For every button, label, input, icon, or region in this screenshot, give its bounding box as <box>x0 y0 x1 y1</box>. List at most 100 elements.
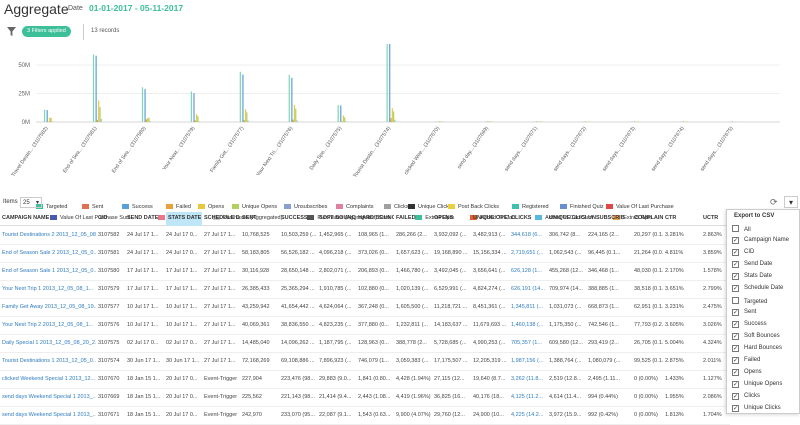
legend-item[interactable]: Registered <box>512 204 549 210</box>
table-cell[interactable]: Tourist Destinations 2 2013_12_05_08... <box>2 232 96 238</box>
table-cell[interactable]: 705,357 (1... <box>511 340 542 346</box>
table-cell[interactable]: End of Season Sale 1 2013_12_05_0... <box>2 268 96 274</box>
column-header[interactable]: COMPLAINTS <box>634 215 663 221</box>
export-csv-option[interactable]: ✓ Success <box>732 321 767 328</box>
legend-item[interactable]: Clicks <box>384 204 409 210</box>
table-cell[interactable]: Family Get Away 2013_12_05_08_19... <box>2 304 96 310</box>
legend-item[interactable]: Unsubscribes <box>284 204 327 210</box>
export-csv-option[interactable]: ✓ Unique Opens <box>732 381 782 388</box>
column-header[interactable]: UNIQUE CLICK <box>549 215 586 221</box>
table-row[interactable]: Your Next Trip 1 2013_12_05_08_1... 31075… <box>0 281 730 299</box>
table-cell[interactable]: 626,128 (1... <box>511 268 542 274</box>
export-csv-option[interactable]: ✓ Soft Bounces <box>732 333 780 340</box>
page-size-select[interactable]: 25 ▾ <box>20 197 42 208</box>
legend-item[interactable]: Added To Cart <box>470 215 515 221</box>
table-row[interactable]: send days Weekend Special 1 2013_... 3107… <box>0 389 730 407</box>
legend-item[interactable]: Failed <box>166 204 191 210</box>
checkbox[interactable]: ✓ <box>732 393 739 400</box>
column-header[interactable]: UNSUBSCRIB <box>588 215 625 221</box>
table-cell[interactable]: End of Season Sale 2 2013_12_05_0... <box>2 250 96 256</box>
export-csv-option[interactable]: ✓ CID <box>732 249 754 256</box>
legend-item[interactable]: Finished Quiz <box>560 204 604 210</box>
table-row[interactable]: Your Next Trip 2 2013_12_05_08_1... 31075… <box>0 317 730 335</box>
export-csv-option[interactable]: ✓ Sent <box>732 309 756 316</box>
legend-item[interactable]: Sent <box>82 204 103 210</box>
table-cell[interactable]: 4,125 (11.2... <box>511 394 544 400</box>
export-csv-option[interactable]: ✓ Stats Date <box>732 273 772 280</box>
legend-item[interactable]: Complaints <box>336 204 374 210</box>
table-cell[interactable]: Tourist Destinations 1 2013_12_05_0... <box>2 358 96 364</box>
export-csv-option[interactable]: ✓ Hard Bounces <box>732 345 782 352</box>
export-csv-option[interactable]: ✓ Clicks <box>732 393 760 400</box>
export-csv-option[interactable]: ✓ Opens <box>732 369 762 376</box>
legend-item[interactable]: Extra5 Rpm <box>613 215 652 221</box>
column-header[interactable]: SEND DATE <box>127 215 159 221</box>
legend-item[interactable]: Targeted <box>36 204 67 210</box>
table-cell[interactable]: 4,225 (14.2... <box>511 412 544 418</box>
table-cell[interactable]: 3,262 (11.8... <box>511 376 544 382</box>
legend-item[interactable]: Success <box>122 204 153 210</box>
columns-menu-button[interactable]: ▾ <box>784 196 798 208</box>
checkbox[interactable]: ✓ <box>732 237 739 244</box>
table-cell[interactable]: 1,345,811 (... <box>511 304 544 310</box>
checkbox[interactable]: ✓ <box>732 285 739 292</box>
export-csv-option[interactable]: ✓ Schedule Date <box>732 285 783 292</box>
legend-item[interactable]: Extra4 Rpm <box>415 215 454 221</box>
table-cell[interactable]: 626,191 (14... <box>511 286 545 292</box>
table-cell[interactable]: send days Weekend Special 1 2013_... <box>2 394 96 400</box>
legend-item[interactable]: Purchases (Aggregated) <box>212 215 282 221</box>
export-csv-option[interactable]: All <box>732 225 751 233</box>
legend-item[interactable]: Unique Clicks <box>408 204 452 210</box>
checkbox[interactable] <box>732 225 739 232</box>
legend-item[interactable]: Value Of Last Purchase Sum <box>50 215 131 221</box>
checkbox[interactable]: ✓ <box>732 333 739 340</box>
legend-item[interactable]: Value Of Last Purchase <box>606 204 674 210</box>
column-header[interactable]: CAMPAIGN NAME <box>2 215 50 221</box>
table-row[interactable]: Family Get Away 2013_12_05_08_19... 31075… <box>0 299 730 317</box>
checkbox[interactable]: ✓ <box>732 321 739 328</box>
checkbox[interactable]: ✓ <box>732 249 739 256</box>
checkbox[interactable] <box>732 297 739 304</box>
checkbox[interactable]: ✓ <box>732 261 739 268</box>
table-row[interactable]: Tourist Destinations 1 2013_12_05_0... 31… <box>0 353 730 371</box>
legend-item[interactable]: Opens <box>198 204 224 210</box>
filters-applied-badge[interactable]: 3 Filters applied <box>22 26 71 37</box>
column-header[interactable]: OPENS <box>434 215 454 221</box>
legend-item[interactable]: Added To Cart Sum <box>535 215 593 221</box>
column-header[interactable]: FAILED <box>396 215 416 221</box>
checkbox[interactable]: ✓ <box>732 369 739 376</box>
filter-icon[interactable] <box>7 27 16 36</box>
export-csv-option[interactable]: ✓ Failed <box>732 357 760 364</box>
checkbox[interactable]: ✓ <box>732 357 739 364</box>
refresh-icon[interactable]: ⟳ <box>770 197 778 207</box>
checkbox[interactable]: ✓ <box>732 345 739 352</box>
table-cell[interactable]: send days Weekend Special 1 2013_... <box>2 412 96 418</box>
legend-item[interactable]: Unique Opens <box>232 204 277 210</box>
column-header[interactable]: SUCCESS <box>281 215 308 221</box>
table-cell[interactable]: 1,460,138 (... <box>511 322 544 328</box>
column-header[interactable]: STATS DATE <box>166 212 202 226</box>
column-header[interactable]: UNIQUE OPEN <box>473 215 509 221</box>
checkbox[interactable]: ✓ <box>732 381 739 388</box>
table-row[interactable]: Tourist Destinations 2 2013_12_05_08... 3… <box>0 227 730 245</box>
table-row[interactable]: End of Season Sale 2 2013_12_05_0... 3107… <box>0 245 730 263</box>
export-csv-option[interactable]: Targeted <box>732 297 767 305</box>
table-row[interactable]: End of Season Sale 1 2013_12_05_0... 3107… <box>0 263 730 281</box>
table-row[interactable]: send days Weekend Special 1 2013_... 3107… <box>0 407 730 425</box>
table-row[interactable]: clicked Weekend Special 1 2013_12... 3107… <box>0 371 730 389</box>
checkbox[interactable]: ✓ <box>732 273 739 280</box>
column-header[interactable]: SCHEDULE DA <box>204 215 240 221</box>
legend-item[interactable]: Post Back Clicks <box>448 204 499 210</box>
table-row[interactable]: Daily Special 1 2013_12_05_08_20_2... 310… <box>0 335 730 353</box>
export-csv-option[interactable]: ✓ Unique Clicks <box>732 405 781 412</box>
column-header[interactable]: CTR <box>665 215 677 221</box>
export-csv-option[interactable]: ✓ Send Date <box>732 261 772 268</box>
checkbox[interactable]: ✓ <box>732 405 739 412</box>
checkbox[interactable]: ✓ <box>732 309 739 316</box>
export-csv-option[interactable]: ✓ Campaign Name <box>732 237 789 244</box>
column-header[interactable]: SOFT BOUNCE <box>319 215 356 221</box>
table-cell[interactable]: Your Next Trip 2 2013_12_05_08_1... <box>2 322 94 328</box>
column-header[interactable]: HARD BOUNC <box>358 215 394 221</box>
table-cell[interactable]: clicked Weekend Special 1 2013_12... <box>2 376 96 382</box>
column-header[interactable]: SENT <box>242 215 257 221</box>
